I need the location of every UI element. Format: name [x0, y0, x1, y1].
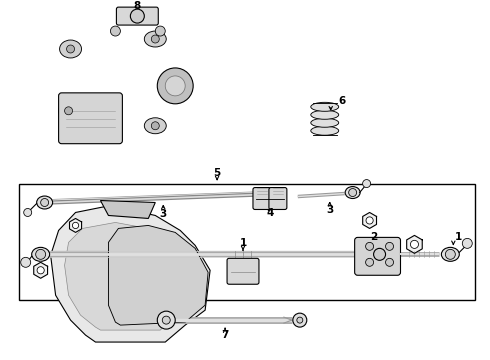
- Polygon shape: [363, 212, 376, 229]
- Text: 2: 2: [370, 233, 377, 242]
- Ellipse shape: [37, 196, 52, 209]
- Circle shape: [110, 26, 121, 36]
- Circle shape: [445, 249, 455, 259]
- Circle shape: [67, 45, 74, 53]
- Circle shape: [73, 222, 79, 229]
- Bar: [19, 184, 475, 300]
- Text: 4: 4: [266, 208, 273, 219]
- FancyBboxPatch shape: [117, 7, 158, 25]
- Ellipse shape: [311, 126, 339, 135]
- Polygon shape: [407, 235, 422, 253]
- Circle shape: [386, 258, 393, 266]
- FancyBboxPatch shape: [227, 258, 259, 284]
- Circle shape: [366, 217, 373, 224]
- Ellipse shape: [32, 247, 49, 261]
- FancyBboxPatch shape: [253, 188, 271, 210]
- Polygon shape: [34, 262, 48, 278]
- Circle shape: [363, 180, 370, 188]
- Ellipse shape: [311, 110, 339, 119]
- Circle shape: [373, 248, 386, 260]
- Circle shape: [462, 238, 472, 248]
- Text: 1: 1: [455, 233, 462, 242]
- FancyBboxPatch shape: [59, 93, 122, 144]
- Circle shape: [41, 198, 49, 207]
- Circle shape: [366, 258, 373, 266]
- Circle shape: [155, 26, 165, 36]
- FancyBboxPatch shape: [269, 188, 287, 210]
- Ellipse shape: [441, 247, 459, 261]
- Circle shape: [297, 317, 303, 323]
- Circle shape: [157, 311, 175, 329]
- Polygon shape: [65, 222, 195, 330]
- Ellipse shape: [145, 118, 166, 134]
- Text: 6: 6: [338, 96, 345, 106]
- Text: 7: 7: [221, 330, 229, 340]
- Circle shape: [65, 107, 73, 115]
- Text: 1: 1: [240, 238, 246, 248]
- Circle shape: [37, 267, 44, 274]
- Circle shape: [157, 68, 193, 104]
- Polygon shape: [50, 206, 210, 342]
- Text: 3: 3: [160, 210, 167, 220]
- Ellipse shape: [311, 102, 339, 111]
- Ellipse shape: [59, 102, 78, 120]
- Polygon shape: [108, 225, 208, 325]
- Ellipse shape: [145, 31, 166, 47]
- Circle shape: [151, 122, 159, 130]
- Ellipse shape: [60, 40, 81, 58]
- Circle shape: [21, 257, 31, 267]
- Polygon shape: [100, 201, 155, 219]
- Circle shape: [24, 208, 32, 216]
- Circle shape: [162, 316, 170, 324]
- Text: 3: 3: [326, 206, 333, 216]
- Circle shape: [36, 249, 46, 259]
- Ellipse shape: [311, 118, 339, 127]
- Circle shape: [411, 240, 418, 248]
- Circle shape: [386, 242, 393, 250]
- Circle shape: [349, 189, 357, 197]
- Circle shape: [293, 313, 307, 327]
- Circle shape: [130, 9, 145, 23]
- FancyBboxPatch shape: [355, 237, 400, 275]
- Circle shape: [165, 76, 185, 96]
- Ellipse shape: [345, 186, 360, 198]
- Polygon shape: [70, 219, 82, 233]
- Text: 8: 8: [134, 1, 141, 11]
- Circle shape: [366, 242, 373, 250]
- Circle shape: [151, 35, 159, 43]
- Text: 5: 5: [214, 168, 220, 177]
